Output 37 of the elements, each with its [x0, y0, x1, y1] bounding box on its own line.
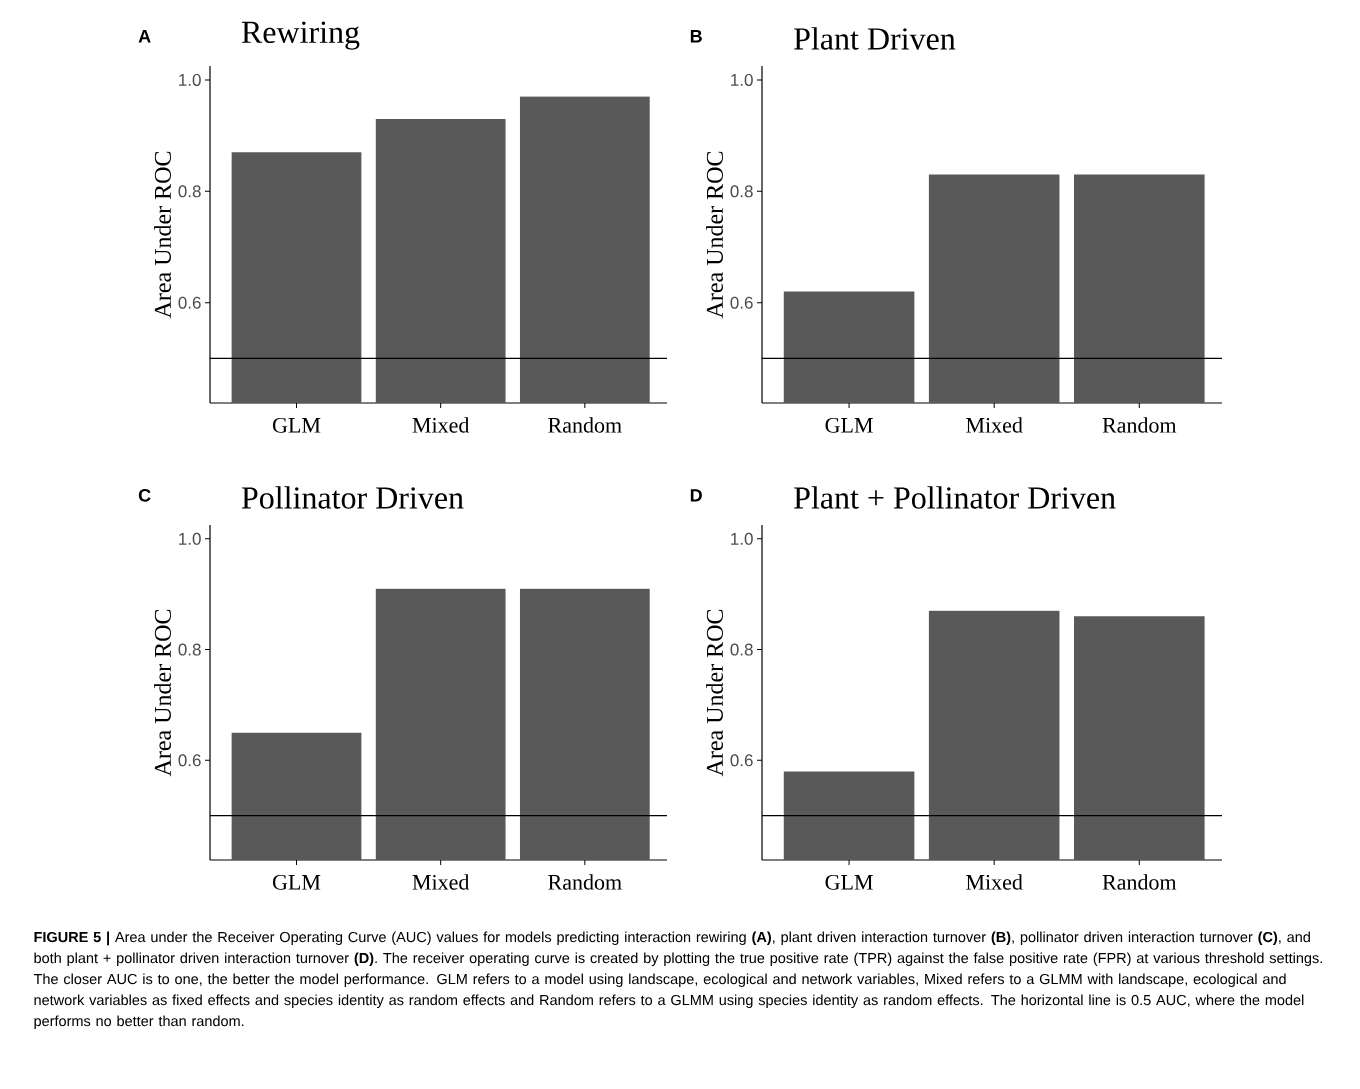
x-tick-label: Random	[1102, 874, 1177, 890]
y-tick-label: 0.6	[178, 754, 201, 767]
y-tick-label: 0.8	[178, 643, 201, 656]
x-tick-label: Random	[548, 417, 622, 433]
chart-title: Plant Driven	[794, 27, 956, 50]
y-tick-label: 0.8	[730, 643, 753, 656]
text: A	[138, 30, 151, 43]
text: C	[138, 488, 151, 502]
x-tick-label: Mixed	[412, 417, 470, 433]
y-tick-label: 1.0	[179, 532, 201, 545]
x-tick-label: GLM	[825, 417, 873, 433]
y-tick-label: 0.8	[178, 185, 201, 198]
chart-title: Rewiring	[241, 21, 360, 50]
y-tick-label: 0.8	[730, 185, 753, 198]
chart-title: Plant + Pollinator Driven	[794, 486, 1116, 509]
y-tick-label: 1.0	[731, 532, 753, 545]
x-tick-label: Mixed	[966, 874, 1023, 890]
x-tick-label: Mixed	[966, 417, 1023, 433]
y-axis-title: Area Under ROC	[154, 151, 171, 319]
y-tick-label: 1.0	[179, 73, 201, 86]
text: D	[690, 489, 702, 502]
y-tick-label: 0.6	[730, 296, 753, 309]
x-tick-label: GLM	[825, 874, 873, 890]
x-tick-label: Random	[1102, 417, 1177, 433]
x-tick-label: GLM	[272, 417, 321, 433]
x-tick-label: Random	[548, 874, 622, 890]
y-tick-label: 0.6	[730, 754, 753, 767]
y-tick-label: 1.0	[731, 73, 753, 86]
x-tick-label: Mixed	[412, 874, 470, 890]
y-tick-label: 0.6	[178, 296, 201, 309]
y-axis-title: Area Under ROC	[706, 609, 723, 777]
text: B	[690, 30, 702, 43]
chart-title: Pollinator Driven	[241, 486, 464, 509]
text: FIGURE 5 | Area under the Receiver Operating Curve (AUC) values for models predicting interaction rewiring (A), plant driven interaction turnover (B), pollinator driven interaction turnover (C), and both plant + pollinator driven interaction turnover (D). The receiver operating curve is created by plotting the true positive rate (TPR) against the false positive rate (FPR) at various threshold settings. The closer AUC is to one, the better the model performance. GLM refers to a model using landscape, ecological and network variables, Mixed refers to a GLMM with landscape, ecological and network variables as fixed effects and species identity as random effects and Random refers to a GLMM using species identity as random effects. The horizontal line is 0.5 AUC, where the model performs no better than random.	[33, 931, 1322, 1030]
y-axis-title: Area Under ROC	[154, 609, 171, 777]
x-tick-label: GLM	[272, 874, 321, 890]
y-axis-title: Area Under ROC	[706, 151, 723, 319]
